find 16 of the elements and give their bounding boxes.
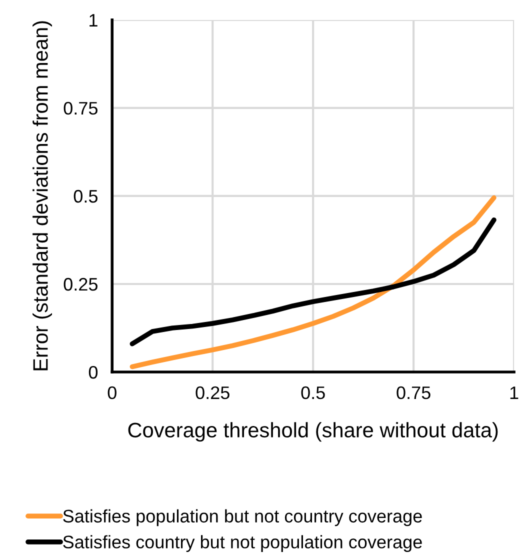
x-tick-label: 1 — [510, 386, 518, 399]
line-series — [130, 195, 496, 370]
y-axis-title: Error (standard deviations from mean) — [32, 21, 52, 370]
line-series — [130, 217, 496, 346]
x-tick-label: 0.5 — [301, 386, 325, 400]
legend-label: Satisfies population but not country coverage — [63, 509, 422, 526]
y-tick-label: 0.25 — [64, 278, 98, 291]
y-tick-label: 1 — [90, 14, 98, 26]
x-tick-label: 0.25 — [196, 386, 230, 400]
x-axis-title: Coverage threshold (share without data) — [128, 422, 498, 442]
legend-label: Satisfies country but not population coverage — [63, 535, 422, 552]
x-tick-label: 0.75 — [396, 386, 430, 400]
x-tick-label: 0 — [108, 386, 116, 400]
y-tick-label: 0.75 — [64, 102, 98, 115]
y-tick-label: 0.5 — [74, 190, 98, 203]
y-tick-label: 0 — [88, 366, 98, 379]
